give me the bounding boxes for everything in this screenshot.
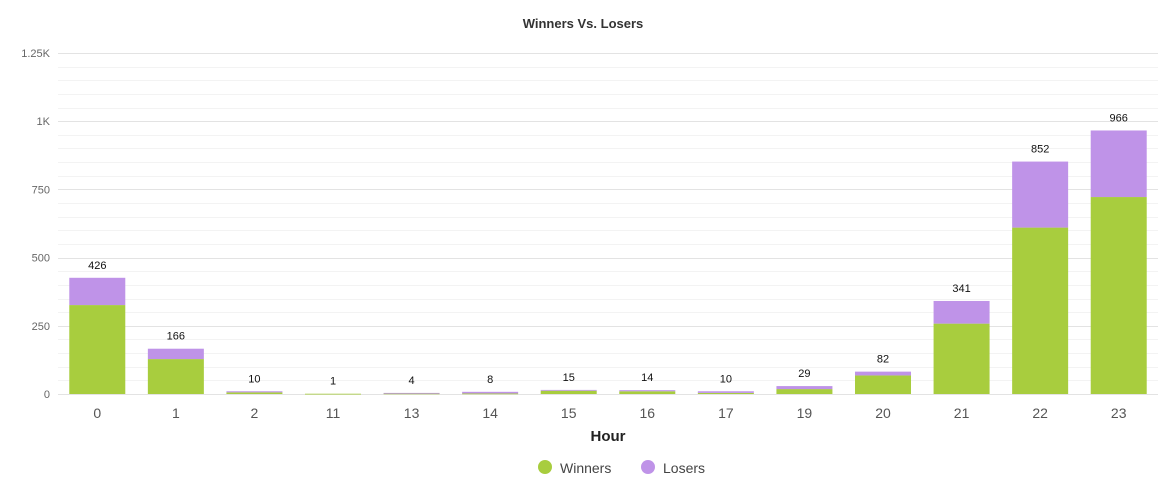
x-tick-label: 0 [93, 405, 101, 421]
x-tick-label: 22 [1032, 405, 1048, 421]
total-label-20: 82 [877, 354, 889, 366]
total-label-0: 426 [88, 260, 106, 272]
bar-losers-21[interactable] [933, 300, 990, 324]
bar-losers-23[interactable] [1090, 130, 1147, 198]
total-label-19: 29 [798, 368, 810, 380]
legend: Winners Losers [538, 460, 705, 476]
y-tick-label: 0 [44, 389, 50, 401]
total-label-23: 966 [1110, 112, 1128, 124]
bar-losers-14[interactable] [462, 391, 519, 394]
bar-winners-21[interactable] [933, 323, 990, 394]
bar-winners-22[interactable] [1012, 227, 1069, 394]
y-tick-label: 1K [37, 116, 51, 128]
total-label-17: 10 [720, 373, 732, 385]
y-tick-label: 250 [32, 321, 50, 333]
bar-losers-19[interactable] [776, 386, 833, 390]
x-tick-label: 2 [251, 405, 259, 421]
bars [69, 130, 1147, 395]
chart-title: Winners Vs. Losers [523, 16, 644, 31]
total-label-13: 4 [409, 375, 415, 387]
x-tick-label: 17 [718, 405, 734, 421]
y-tick-label: 750 [32, 184, 50, 196]
bar-winners-2[interactable] [226, 392, 283, 394]
bar-losers-2[interactable] [226, 391, 283, 393]
bar-winners-16[interactable] [619, 391, 676, 394]
legend-item-losers[interactable]: Losers [641, 460, 705, 476]
grid-lines [58, 53, 1158, 395]
total-label-2: 10 [248, 373, 260, 385]
bar-winners-14[interactable] [462, 393, 519, 395]
bar-losers-16[interactable] [619, 390, 676, 392]
bar-winners-13[interactable] [383, 393, 440, 395]
total-label-15: 15 [563, 372, 575, 384]
bar-winners-0[interactable] [69, 305, 126, 394]
y-axis: 0 250 500 750 1K 1.25K [21, 48, 50, 401]
legend-marker [641, 460, 655, 474]
total-label-14: 8 [487, 374, 493, 386]
bar-losers-0[interactable] [69, 277, 126, 306]
legend-marker [538, 460, 552, 474]
legend-label: Winners [560, 460, 611, 476]
bar-losers-17[interactable] [697, 391, 754, 393]
bar-losers-1[interactable] [147, 348, 204, 360]
bar-winners-20[interactable] [855, 375, 911, 394]
bar-winners-1[interactable] [147, 359, 204, 394]
x-tick-label: 19 [797, 405, 813, 421]
total-label-21: 341 [952, 283, 970, 295]
legend-label: Losers [663, 460, 705, 476]
bar-losers-22[interactable] [1012, 161, 1069, 228]
bar-winners-11[interactable] [305, 393, 361, 395]
bar-losers-13[interactable] [383, 392, 440, 394]
bar-losers-15[interactable] [540, 389, 597, 391]
x-tick-label: 20 [875, 405, 891, 421]
x-tick-label: 1 [172, 405, 180, 421]
total-label-22: 852 [1031, 144, 1049, 156]
x-tick-label: 15 [561, 405, 577, 421]
x-tick-label: 16 [639, 405, 655, 421]
total-label-11: 1 [330, 376, 336, 388]
x-tick-label: 13 [404, 405, 420, 421]
x-tick-label: 14 [482, 405, 498, 421]
x-tick-label: 23 [1111, 405, 1127, 421]
x-tick-label: 21 [954, 405, 970, 421]
bar-losers-20[interactable] [855, 371, 911, 376]
x-axis-title: Hour [591, 428, 626, 445]
bar-winners-15[interactable] [540, 390, 597, 394]
bar-winners-19[interactable] [776, 389, 833, 394]
total-label-16: 14 [641, 372, 653, 384]
bar-winners-23[interactable] [1090, 197, 1147, 394]
total-label-1: 166 [167, 331, 185, 343]
bar-winners-17[interactable] [697, 392, 754, 394]
x-tick-label: 11 [326, 405, 341, 421]
y-tick-label: 1.25K [21, 48, 50, 60]
legend-item-winners[interactable]: Winners [538, 460, 611, 476]
y-tick-label: 500 [32, 253, 50, 265]
x-axis: 0 1 2 11 13 14 15 16 17 19 20 21 22 23 [93, 405, 1126, 421]
